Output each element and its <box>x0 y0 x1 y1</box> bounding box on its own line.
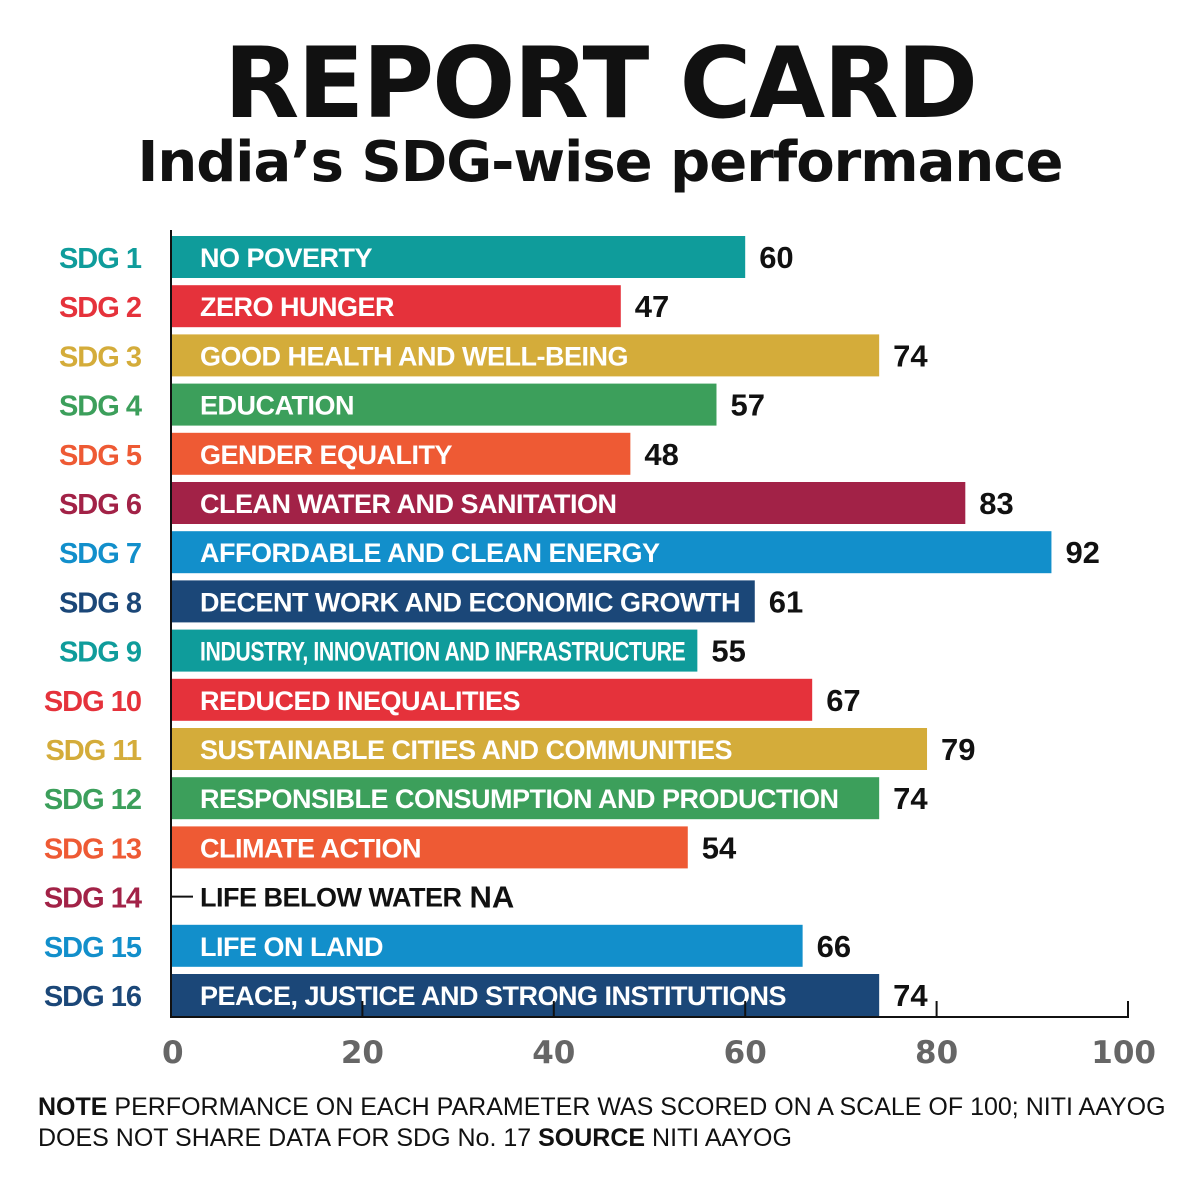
bar-category-label: SUSTAINABLE CITIES AND COMMUNITIES <box>200 735 732 765</box>
bar-value-label: 74 <box>893 338 928 373</box>
bar-row: SDG 1 NO POVERTY 60 <box>59 236 794 278</box>
bar-category-label: LIFE BELOW WATER <box>200 883 461 913</box>
footnote: NOTE PERFORMANCE ON EACH PARAMETER WAS S… <box>38 1092 1168 1154</box>
bar-category-label: ZERO HUNGER <box>200 292 394 322</box>
sdg-code-label: SDG 2 <box>59 292 141 324</box>
bar <box>172 974 880 1016</box>
bar-value-label: 57 <box>730 388 764 423</box>
bar-row: SDG 2 ZERO HUNGER 47 <box>59 285 669 328</box>
sdg-code-label: SDG 15 <box>44 932 142 964</box>
bar-category-label: DECENT WORK AND ECONOMIC GROWTH <box>200 587 740 617</box>
x-tick-label: 80 <box>915 1035 958 1071</box>
bar-value-label: 74 <box>893 781 928 816</box>
bar-row: SDG 15 LIFE ON LAND 66 <box>44 924 851 967</box>
sdg-code-label: SDG 4 <box>59 391 142 423</box>
bar-value-label: 67 <box>826 683 860 718</box>
bar-row: SDG 12 RESPONSIBLE CONSUMPTION AND PRODUC… <box>44 777 928 820</box>
bar-value-label: 74 <box>893 978 928 1013</box>
sdg-code-label: SDG 13 <box>44 833 142 865</box>
bar-chart: SDG 1 NO POVERTY 60 SDG 2 ZERO HUNGER 47 SDG 3… <box>44 230 1156 1071</box>
bar-value-label: NA <box>469 880 514 915</box>
bar-category-label: REDUCED INEQUALITIES <box>200 686 520 716</box>
bar-value-label: 79 <box>941 732 975 767</box>
bar-value-label: 61 <box>769 584 803 619</box>
bar <box>172 728 928 770</box>
sdg-code-label: SDG 10 <box>44 686 141 718</box>
sdg-code-label: SDG 9 <box>59 637 142 669</box>
bar <box>172 236 746 278</box>
bar-row: SDG 9 INDUSTRY, INNOVATION AND INFRASTRUC… <box>59 629 746 672</box>
bar-row: SDG 16 PEACE, JUSTICE AND STRONG INSTITUT… <box>44 974 928 1016</box>
note-label: NOTE <box>38 1093 108 1121</box>
bar <box>172 531 1052 574</box>
bar-category-label: GENDER EQUALITY <box>200 440 453 470</box>
bars-layer: SDG 1 NO POVERTY 60 SDG 2 ZERO HUNGER 47 SDG 3… <box>44 236 1100 1016</box>
bar <box>172 482 966 524</box>
sdg-code-label: SDG 5 <box>59 440 142 472</box>
source-label: SOURCE <box>538 1124 646 1152</box>
bar-category-label: NO POVERTY <box>200 243 373 273</box>
bar-value-label: 83 <box>979 486 1013 521</box>
bar-category-label: RESPONSIBLE CONSUMPTION AND PRODUCTION <box>200 784 839 814</box>
bar <box>172 432 631 475</box>
x-tick-label: 40 <box>532 1035 575 1071</box>
bar <box>172 580 755 623</box>
bar <box>172 678 813 721</box>
chart-subtitle: India’s SDG-wise performance <box>137 130 1064 195</box>
bar-row: SDG 5 GENDER EQUALITY 48 <box>59 432 679 475</box>
bar-category-label: CLEAN WATER AND SANITATION <box>200 489 616 519</box>
note-text: PERFORMANCE ON EACH PARAMETER WAS SCORED… <box>38 1093 1166 1152</box>
x-axis: 0 20 40 60 80 100 <box>162 230 1156 1071</box>
sdg-code-label: SDG 7 <box>59 538 141 570</box>
source-text: NITI AAYOG <box>645 1124 792 1152</box>
bar-row: SDG 11 SUSTAINABLE CITIES AND COMMUNITIES… <box>45 728 976 770</box>
x-tick-label: 20 <box>341 1035 384 1071</box>
bar-category-label: GOOD HEALTH AND WELL-BEING <box>200 341 628 371</box>
bar-row: SDG 10 REDUCED INEQUALITIES 67 <box>44 678 861 721</box>
bar-row: SDG 14 LIFE BELOW WATER NA <box>44 880 514 915</box>
sdg-code-label: SDG 16 <box>44 981 142 1013</box>
bar-value-label: 66 <box>817 929 851 964</box>
bar-value-label: 54 <box>702 830 737 865</box>
sdg-code-label: SDG 12 <box>44 784 141 816</box>
sdg-code-label: SDG 11 <box>45 735 141 767</box>
bar-value-label: 55 <box>711 634 745 669</box>
bar-category-label: EDUCATION <box>200 391 354 421</box>
bar-row: SDG 3 GOOD HEALTH AND WELL-BEING 74 <box>59 334 928 377</box>
bar <box>172 777 880 820</box>
bar <box>172 285 621 328</box>
sdg-code-label: SDG 3 <box>59 341 142 373</box>
bar <box>172 383 717 426</box>
bar-row: SDG 7 AFFORDABLE AND CLEAN ENERGY 92 <box>59 531 1100 574</box>
sdg-code-label: SDG 8 <box>59 587 142 619</box>
x-tick-label: 0 <box>162 1035 184 1071</box>
bar-category-label: INDUSTRY, INNOVATION AND INFRASTRUCTURE <box>200 637 685 667</box>
sdg-code-label: SDG 14 <box>44 883 142 915</box>
x-tick-label: 100 <box>1091 1035 1156 1071</box>
bar-value-label: 48 <box>644 437 678 472</box>
sdg-code-label: SDG 1 <box>59 243 142 275</box>
x-tick-label: 60 <box>724 1035 767 1071</box>
bar-row: SDG 13 CLIMATE ACTION 54 <box>44 826 737 869</box>
sdg-code-label: SDG 6 <box>59 489 142 521</box>
chart-title: REPORT CARD <box>223 27 978 141</box>
bar-value-label: 92 <box>1065 535 1099 570</box>
bar-row: SDG 6 CLEAN WATER AND SANITATION 83 <box>59 482 1014 524</box>
bar-row: SDG 8 DECENT WORK AND ECONOMIC GROWTH 61 <box>59 580 803 623</box>
bar <box>172 629 698 672</box>
bar <box>172 334 880 377</box>
bar-category-label: PEACE, JUSTICE AND STRONG INSTITUTIONS <box>200 981 786 1011</box>
bar <box>172 924 803 967</box>
bar-category-label: AFFORDABLE AND CLEAN ENERGY <box>200 538 660 568</box>
bar-category-label: CLIMATE ACTION <box>200 833 421 863</box>
bar-row: SDG 4 EDUCATION 57 <box>59 383 765 426</box>
bar-category-label: LIFE ON LAND <box>200 932 383 962</box>
bar-value-label: 60 <box>759 240 793 275</box>
bar <box>172 826 688 869</box>
bar-value-label: 47 <box>635 289 669 324</box>
